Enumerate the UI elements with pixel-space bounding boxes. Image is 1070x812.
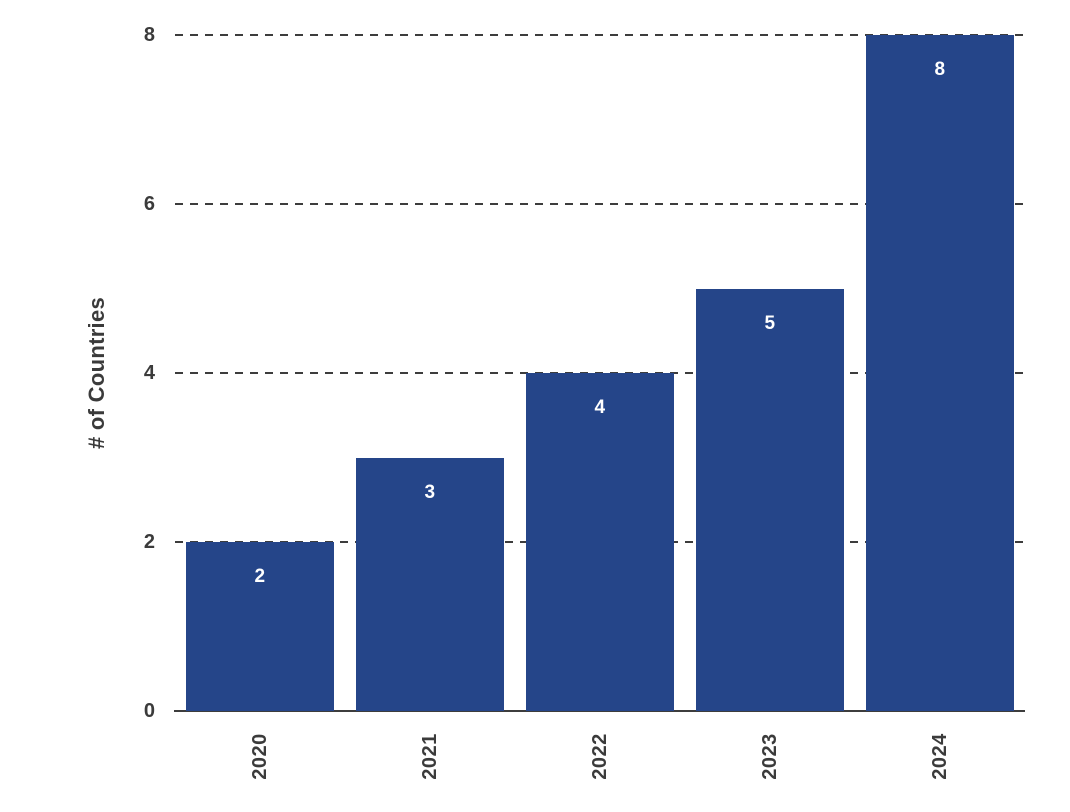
bar-2024: 8 [866, 35, 1014, 711]
y-axis-label: # of Countries [84, 296, 109, 450]
y-tick-label-4: 4 [143, 362, 155, 384]
y-tick-label-8: 8 [143, 24, 155, 46]
bar-2021: 3 [356, 457, 504, 711]
y-tick-label-6: 6 [143, 193, 155, 215]
bar-value-label: 2 [254, 566, 266, 587]
x-tick-label-2021: 2021 [418, 732, 441, 780]
bar-value-label: 4 [594, 397, 606, 418]
bar-2023: 5 [696, 288, 844, 711]
bar-value-label: 5 [764, 312, 776, 334]
bar-2020: 2 [186, 542, 334, 711]
y-tick-label-0: 0 [143, 700, 155, 722]
x-tick-label-2022: 2022 [588, 732, 611, 780]
bar-value-label: 3 [424, 481, 436, 503]
bar-value-label: 8 [934, 59, 946, 80]
x-tick-label-2024: 2024 [928, 732, 951, 780]
x-tick-label-2023: 2023 [758, 732, 781, 780]
x-tick-label-2020: 2020 [248, 732, 271, 780]
bar-2022: 4 [526, 373, 674, 711]
y-tick-label-2: 2 [143, 531, 155, 553]
